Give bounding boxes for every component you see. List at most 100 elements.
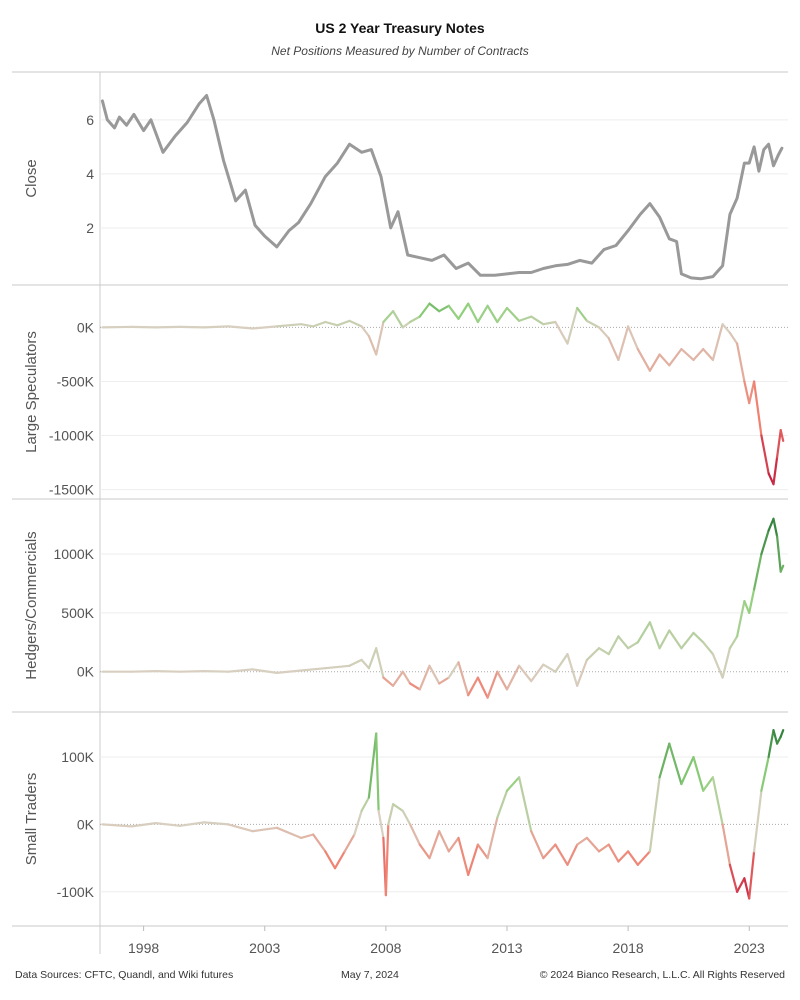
y-tick-label-small-traders: 0K: [77, 816, 95, 832]
series-segment-small-traders: [438, 830, 450, 853]
series-segment-large-speculators: [743, 380, 751, 405]
series-segment-small-traders: [203, 821, 230, 826]
series-segment-small-traders: [735, 877, 746, 893]
y-tick-label-hedgers-commercials: 1000K: [54, 546, 95, 562]
series-segment-hedgers-commercials: [607, 635, 620, 656]
series-segment-hedgers-commercials: [360, 658, 370, 670]
series-segment-large-speculators: [721, 323, 732, 334]
y-tick-label-close: 6: [86, 112, 94, 128]
series-segment-hedgers-commercials: [438, 676, 450, 685]
y-tick-label-close: 2: [86, 220, 94, 236]
series-segment-large-speculators: [382, 310, 395, 324]
series-segment-hedgers-commercials: [542, 663, 557, 673]
series-segment-hedgers-commercials: [130, 669, 157, 673]
series-segment-small-traders: [760, 755, 770, 792]
series-segment-hedgers-commercials: [486, 670, 499, 699]
series-segment-small-traders: [387, 803, 395, 826]
series-segment-large-speculators: [101, 325, 133, 329]
series-segment-small-traders: [554, 843, 569, 866]
series-segment-hedgers-commercials: [752, 552, 763, 591]
series-segment-large-speculators: [447, 304, 460, 320]
series-segment-large-speculators: [300, 323, 315, 328]
series-segment-hedgers-commercials: [617, 635, 630, 650]
series-segment-hedgers-commercials: [418, 664, 431, 691]
series-segment-small-traders: [775, 735, 782, 745]
series-segment-hedgers-commercials: [585, 647, 601, 662]
series-segment-large-speculators: [375, 320, 385, 356]
series-segment-hedgers-commercials: [779, 564, 785, 573]
series-segment-small-traders: [636, 850, 652, 866]
series-segment-large-speculators: [251, 325, 278, 330]
series-segment-hedgers-commercials: [530, 663, 545, 683]
series-segment-small-traders: [178, 821, 206, 827]
series-segment-small-traders: [658, 742, 671, 779]
series-segment-small-traders: [457, 836, 470, 877]
series-segment-hedgers-commercials: [735, 599, 746, 638]
series-segment-small-traders: [333, 850, 346, 870]
y-tick-label-small-traders: -100K: [57, 884, 95, 900]
x-tick-label: 1998: [128, 940, 159, 956]
series-segment-hedgers-commercials: [760, 529, 770, 556]
series-segment-hedgers-commercials: [554, 652, 569, 673]
series-segment-large-speculators: [636, 348, 652, 372]
series-segment-hedgers-commercials: [576, 658, 589, 687]
series-segment-hedgers-commercials: [154, 669, 181, 673]
series-segment-small-traders: [748, 850, 756, 900]
series-segment-large-speculators: [360, 325, 370, 338]
series-segment-small-traders: [576, 836, 589, 846]
series-segment-large-speculators: [130, 325, 157, 329]
series-segment-large-speculators: [711, 323, 724, 361]
series-segment-large-speculators: [607, 337, 620, 361]
y-tick-label-close: 4: [86, 166, 94, 182]
series-segment-hedgers-commercials: [382, 676, 395, 687]
series-segment-hedgers-commercials: [728, 635, 739, 650]
series-segment-small-traders: [312, 833, 327, 853]
series-segment-hedgers-commercials: [251, 668, 278, 675]
series-segment-large-speculators: [336, 319, 351, 327]
footer-date: May 7, 2024: [341, 969, 399, 981]
series-segment-large-speculators: [486, 304, 499, 324]
x-tick-label: 2003: [249, 940, 280, 956]
series-segment-hedgers-commercials: [743, 599, 751, 615]
series-segment-small-traders: [343, 833, 356, 853]
series-segment-large-speculators: [178, 325, 206, 329]
series-segment-small-traders: [251, 826, 278, 833]
series-segment-large-speculators: [530, 315, 545, 326]
series-segment-hedgers-commercials: [496, 670, 509, 691]
series-segment-hedgers-commercials: [668, 629, 683, 650]
y-axis-title-large-speculators: Large Speculators: [23, 331, 40, 453]
series-segment-large-speculators: [702, 348, 715, 361]
series-segment-small-traders: [392, 803, 404, 813]
y-tick-label-large-speculators: -500K: [57, 373, 95, 389]
series-segment-large-speculators: [505, 306, 521, 322]
series-segment-hedgers-commercials: [300, 667, 327, 672]
x-tick-label: 2013: [491, 940, 522, 956]
series-segment-small-traders: [542, 843, 557, 860]
series-segment-large-speculators: [779, 429, 785, 442]
series-segment-hedgers-commercials: [476, 676, 489, 699]
series-segment-large-speculators: [735, 342, 746, 383]
series-segment-large-speculators: [658, 353, 671, 367]
series-segment-large-speculators: [597, 326, 610, 340]
series-segment-hedgers-commercials: [772, 517, 779, 538]
footer-copyright: © 2024 Bianco Research, L.L.C. All Right…: [539, 969, 785, 981]
series-segment-small-traders: [721, 823, 732, 866]
series-segment-large-speculators: [648, 353, 661, 372]
series-segment-small-traders: [401, 809, 412, 826]
series-segment-large-speculators: [668, 348, 683, 367]
series-segment-small-traders: [711, 776, 724, 826]
series-segment-hedgers-commercials: [702, 641, 715, 656]
y-axis-title-small-traders: Small Traders: [23, 773, 40, 866]
series-segment-small-traders: [767, 728, 775, 759]
series-segment-hedgers-commercials: [367, 647, 378, 670]
series-segment-hedgers-commercials: [457, 661, 470, 697]
series-segment-large-speculators: [566, 306, 579, 345]
series-segment-large-speculators: [692, 348, 705, 361]
series-segment-large-speculators: [752, 380, 763, 437]
series-segment-small-traders: [418, 843, 431, 860]
series-segment-hedgers-commercials: [401, 670, 412, 685]
series-segment-small-traders: [680, 755, 695, 786]
x-tick-label: 2008: [370, 940, 401, 956]
series-segment-large-speculators: [517, 315, 533, 322]
series-segment-small-traders: [505, 776, 521, 792]
